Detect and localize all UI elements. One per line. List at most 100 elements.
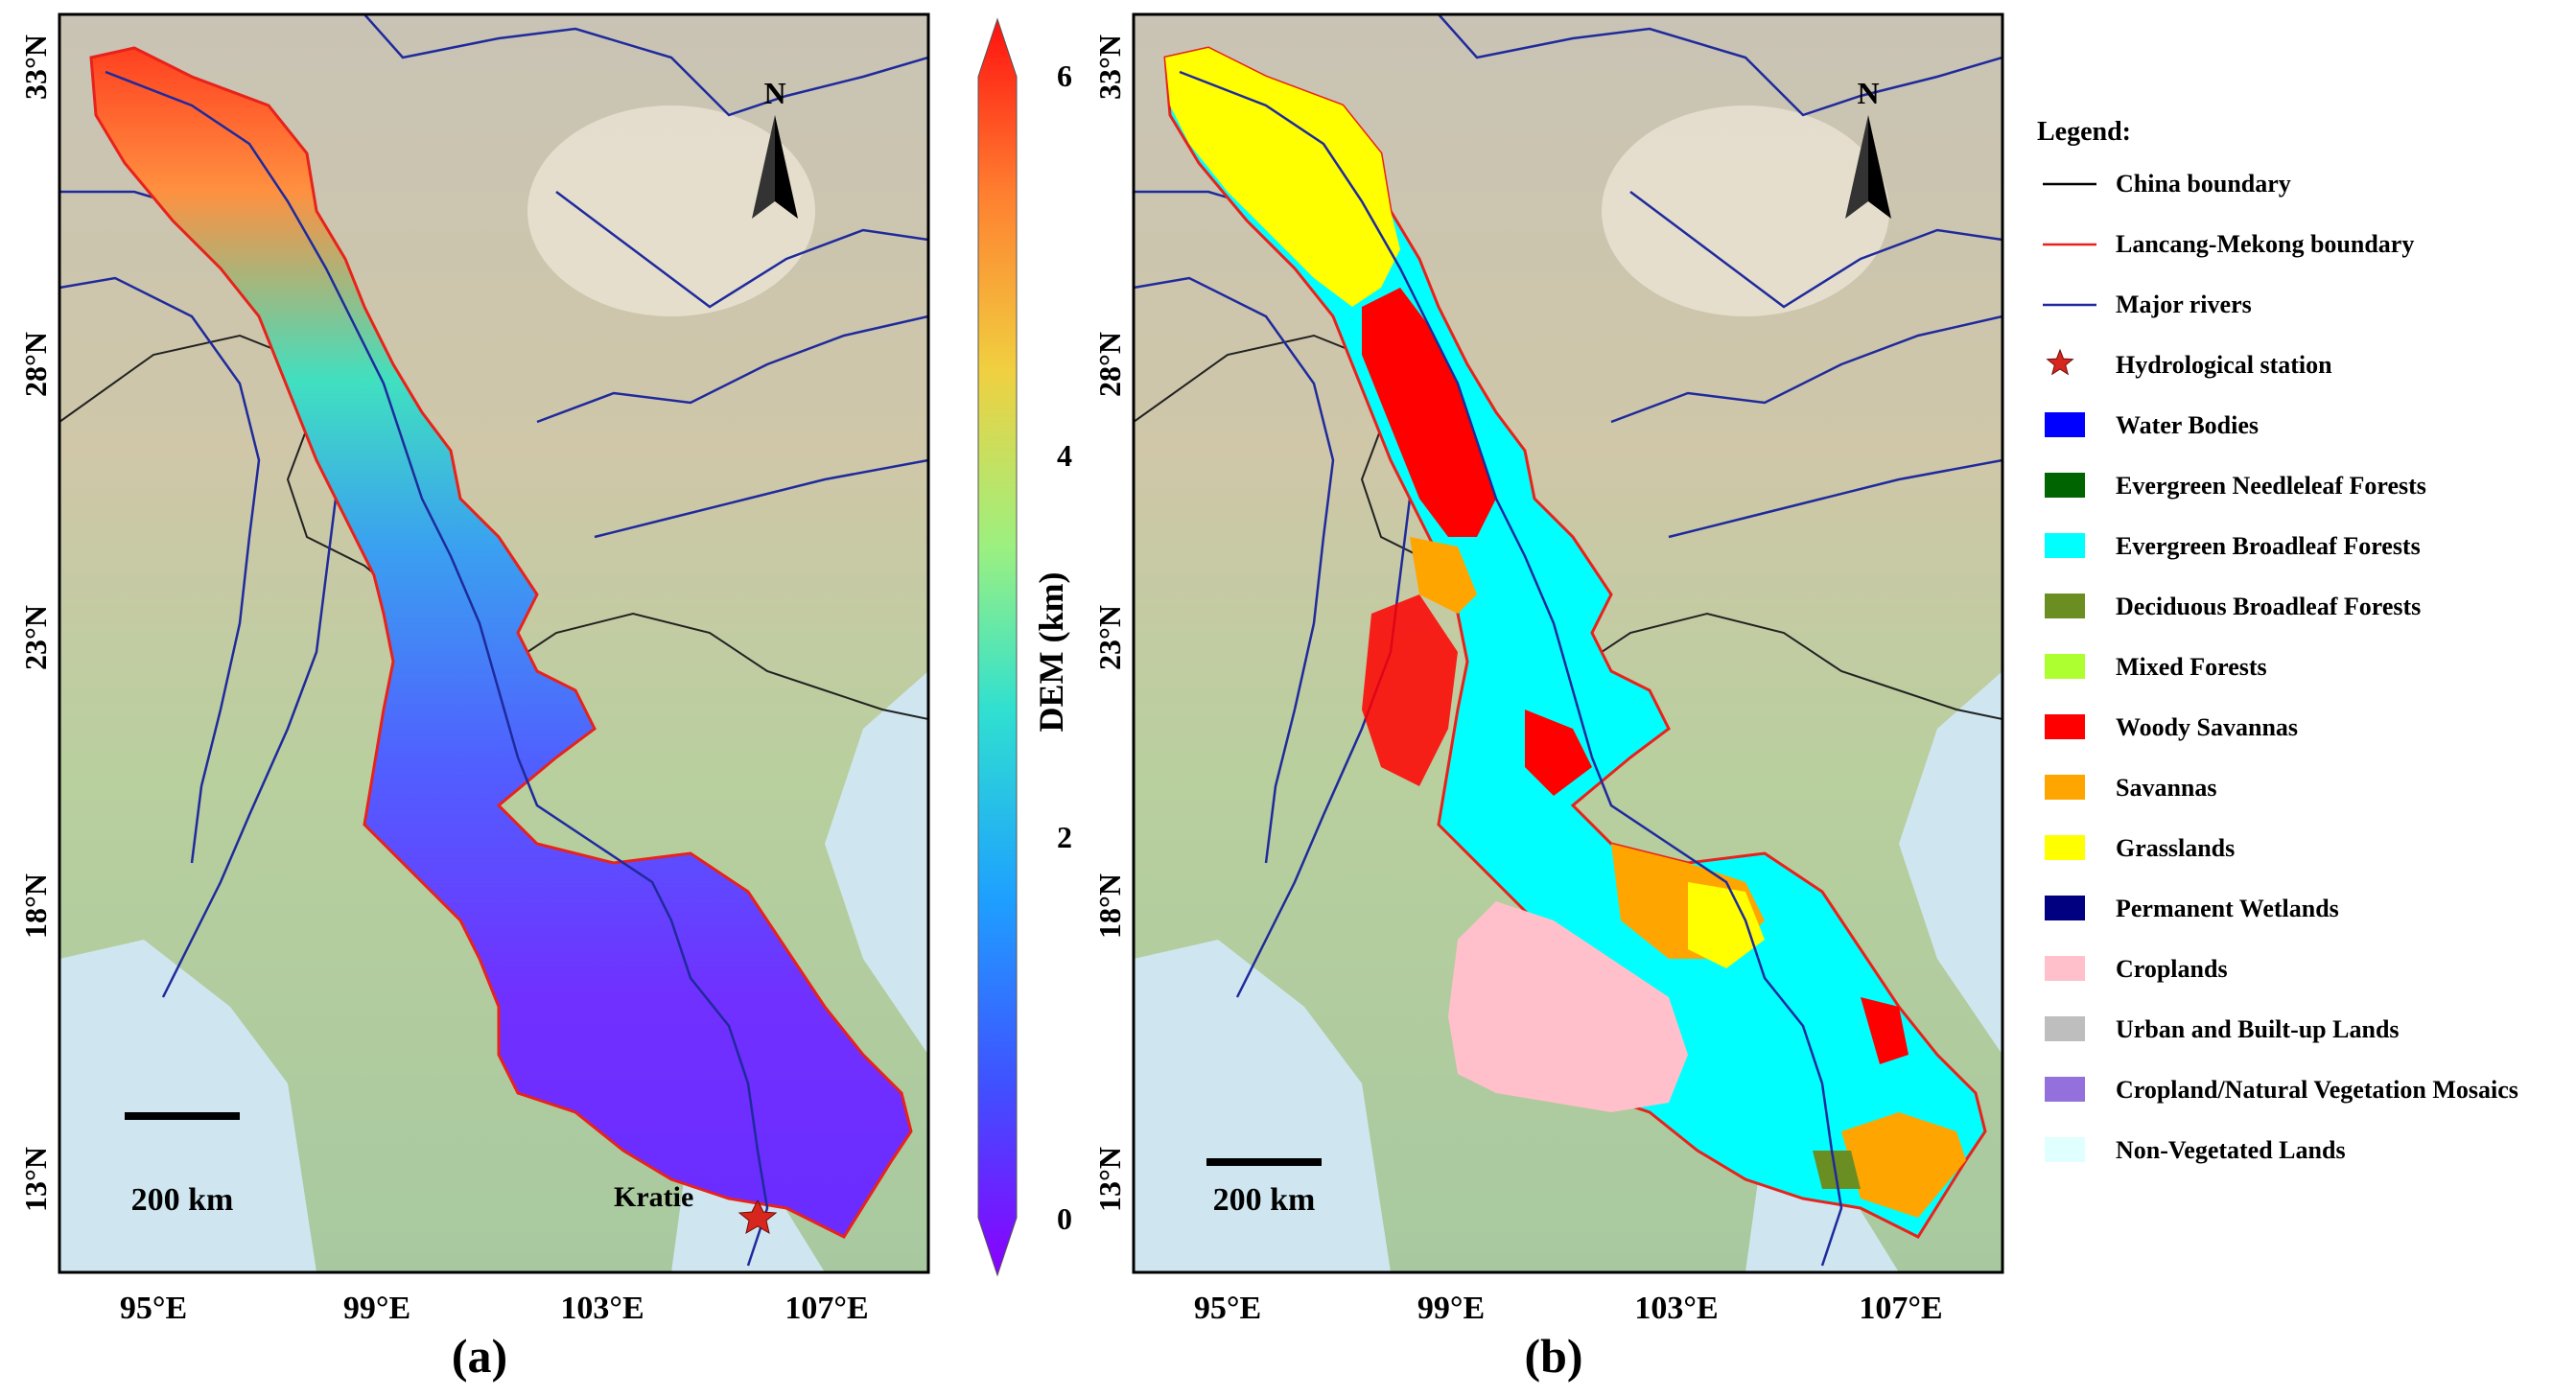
panel-caption-b: (b)	[1524, 1329, 1583, 1383]
savannas-area	[1841, 1112, 1966, 1218]
legend-item-label: Evergreen Broadleaf Forests	[2116, 532, 2421, 560]
lat-tick: 18°N	[1092, 873, 1127, 939]
legend-patch-symbol	[2045, 1077, 2085, 1102]
lat-axis: 33°N 28°N 23°N 18°N 13°N	[1092, 35, 1127, 1212]
lon-tick: 95°E	[120, 1291, 187, 1326]
legend-patch-symbol	[2045, 835, 2085, 860]
lat-tick: 33°N	[18, 35, 53, 100]
legend-item-label: Evergreen Needleleaf Forests	[2116, 472, 2426, 500]
major-river	[1134, 276, 1335, 864]
legend-patch-symbol	[2045, 775, 2085, 800]
legend-item-label: Woody Savannas	[2116, 713, 2298, 741]
legend-patch-symbol	[2045, 594, 2085, 618]
lat-axis: 33°N 28°N 23°N 18°N 13°N	[18, 35, 53, 1212]
grasslands-area	[1688, 882, 1765, 968]
legend-item-label: Hydrological station	[2116, 351, 2332, 379]
deciduous-broadleaf-area	[1813, 1151, 1861, 1189]
major-river	[555, 191, 928, 309]
colorbar-tick: 4	[1057, 438, 1072, 473]
mekong-main-stem	[1179, 70, 1843, 1267]
colorbar-tick: 6	[1057, 58, 1072, 93]
legend-patch-symbol	[2045, 714, 2085, 739]
major-river	[1438, 14, 2002, 117]
legend-patch-symbol	[2045, 533, 2085, 558]
mekong-main-stem	[105, 70, 769, 1267]
legend-item-label: Lancang-Mekong boundary	[2116, 230, 2414, 258]
major-river	[536, 314, 928, 424]
major-river	[1668, 458, 2002, 539]
lat-tick: 18°N	[18, 873, 53, 939]
lon-tick: 103°E	[1634, 1291, 1718, 1326]
woody-savannas-area	[1362, 288, 1496, 537]
legend-item: Mixed Forests	[2045, 653, 2267, 681]
legend-item-label: Permanent Wetlands	[2116, 895, 2339, 922]
legend-item-label: Water Bodies	[2116, 411, 2259, 439]
major-river	[59, 276, 261, 864]
legend-item: Woody Savannas	[2045, 713, 2298, 741]
svg-text:200 km: 200 km	[1213, 1182, 1316, 1218]
legend-patch-symbol	[2045, 412, 2085, 437]
scale-bar: 200 km	[125, 1112, 240, 1218]
sea-area	[825, 671, 928, 1055]
legend-item: Grasslands	[2045, 834, 2235, 862]
lon-tick: 95°E	[1194, 1291, 1261, 1326]
plateau-shading	[527, 105, 815, 316]
legend-star-symbol	[2046, 348, 2074, 376]
north-arrow: N	[1845, 76, 1891, 219]
legend-item: Permanent Wetlands	[2045, 895, 2339, 922]
legend-item-label: Deciduous Broadleaf Forests	[2116, 593, 2421, 620]
legend-item: Water Bodies	[2045, 411, 2259, 439]
legend-patch-symbol	[2045, 1016, 2085, 1041]
lat-tick: 13°N	[1092, 1147, 1127, 1212]
legend-item: Deciduous Broadleaf Forests	[2045, 593, 2421, 620]
map-panel-b: N 200 km 33°N 28°N 23°N 18°N 13°N 95°E 9…	[1092, 12, 2004, 1326]
legend-item: Non-Vegetated Lands	[2045, 1136, 2346, 1164]
major-river	[1629, 191, 2002, 309]
legend-item-label: Non-Vegetated Lands	[2116, 1136, 2346, 1164]
legend-item: Evergreen Broadleaf Forests	[2045, 532, 2421, 560]
legend-patch-symbol	[2045, 473, 2085, 498]
major-river	[363, 14, 928, 117]
major-river	[1610, 314, 2002, 424]
sea-area	[59, 940, 316, 1272]
lat-tick: 13°N	[18, 1147, 53, 1212]
kratie-station-label: Kratie	[614, 1181, 693, 1213]
legend-item-label: Savannas	[2116, 774, 2217, 802]
lon-axis: 95°E 99°E 103°E 107°E	[1194, 1291, 1943, 1326]
sea-area	[1134, 940, 1391, 1272]
plateau-shading	[1602, 105, 1889, 316]
colorbar-ramp	[977, 17, 1018, 1277]
legend-item: China boundary	[2043, 170, 2291, 198]
dem-colorbar: 0 2 4 6 DEM (km)	[977, 17, 1072, 1277]
legend-item: Hydrological station	[2046, 348, 2332, 379]
lat-tick: 23°N	[1092, 605, 1127, 670]
colorbar-tick: 2	[1057, 820, 1072, 854]
scale-bar: 200 km	[1206, 1158, 1322, 1218]
croplands-area	[1448, 901, 1688, 1112]
legend-item: Urban and Built-up Lands	[2045, 1015, 2400, 1043]
savannas-area	[1410, 537, 1477, 614]
map-frame	[58, 12, 930, 1274]
svg-text:200 km: 200 km	[131, 1182, 234, 1218]
grasslands-area	[1165, 48, 1400, 307]
panel-caption-a: (a)	[451, 1329, 508, 1383]
legend-item-label: Mixed Forests	[2116, 653, 2267, 681]
legend-item: Lancang-Mekong boundary	[2043, 230, 2414, 258]
legend-item: Major rivers	[2043, 291, 2252, 318]
major-river	[594, 458, 928, 539]
legend-item: Cropland/Natural Vegetation Mosaics	[2045, 1076, 2518, 1104]
svg-text:N: N	[1857, 76, 1879, 110]
lon-tick: 107°E	[785, 1291, 868, 1326]
woody-savannas-area	[1362, 594, 1458, 786]
legend-patch-symbol	[2045, 896, 2085, 920]
lat-tick: 28°N	[1092, 332, 1127, 397]
lon-tick: 99°E	[343, 1291, 410, 1326]
colorbar-title: DEM (km)	[1032, 572, 1070, 733]
legend-item: Savannas	[2045, 774, 2217, 802]
legend-item-label: Croplands	[2116, 955, 2228, 983]
map-panel-a: Kratie N 200 km 33°N 28°N 23°N 18°N 13°N…	[18, 12, 930, 1326]
lat-tick: 28°N	[18, 332, 53, 397]
legend-item-label: Grasslands	[2116, 834, 2235, 862]
legend-item-label: Urban and Built-up Lands	[2116, 1015, 2400, 1043]
legend-patch-symbol	[2045, 1137, 2085, 1162]
